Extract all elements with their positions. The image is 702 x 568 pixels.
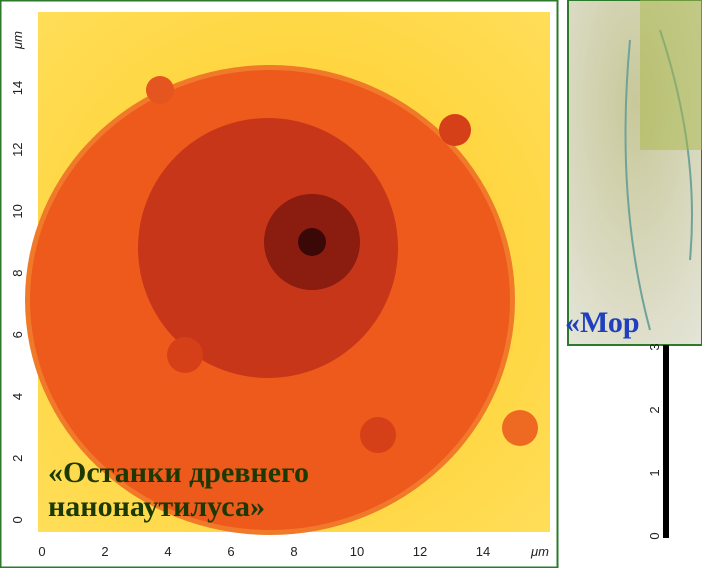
x-unit: μm bbox=[530, 544, 549, 559]
scale-label: 2 bbox=[647, 406, 662, 413]
x-tick-label: 2 bbox=[101, 544, 108, 559]
x-tick-label: 6 bbox=[227, 544, 234, 559]
caption: «Мор bbox=[565, 306, 640, 339]
x-tick-label: 12 bbox=[413, 544, 427, 559]
x-tick-label: 10 bbox=[350, 544, 364, 559]
caption-line: «Останки древнего bbox=[48, 456, 309, 489]
photo-detail bbox=[640, 0, 702, 150]
scale-label: 0 bbox=[647, 532, 662, 539]
y-unit: μm bbox=[10, 31, 25, 50]
y-tick-label: 12 bbox=[10, 142, 25, 156]
x-tick-label: 0 bbox=[38, 544, 45, 559]
x-tick-label: 8 bbox=[290, 544, 297, 559]
y-tick-label: 0 bbox=[10, 516, 25, 523]
y-tick-label: 4 bbox=[10, 393, 25, 400]
y-tick-label: 2 bbox=[10, 455, 25, 462]
scale-label: 3 bbox=[647, 343, 662, 350]
y-tick-label: 10 bbox=[10, 204, 25, 218]
slide: μm1412108642002468101214μm «Останки древ… bbox=[0, 0, 702, 568]
y-tick-label: 14 bbox=[10, 81, 25, 95]
x-tick-label: 14 bbox=[476, 544, 490, 559]
scale-bar bbox=[663, 345, 669, 538]
x-tick-label: 4 bbox=[164, 544, 171, 559]
scale-label: 1 bbox=[647, 469, 662, 476]
y-tick-label: 6 bbox=[10, 331, 25, 338]
y-tick-label: 8 bbox=[10, 269, 25, 276]
caption-line: нанонаутилуса» bbox=[48, 490, 265, 523]
